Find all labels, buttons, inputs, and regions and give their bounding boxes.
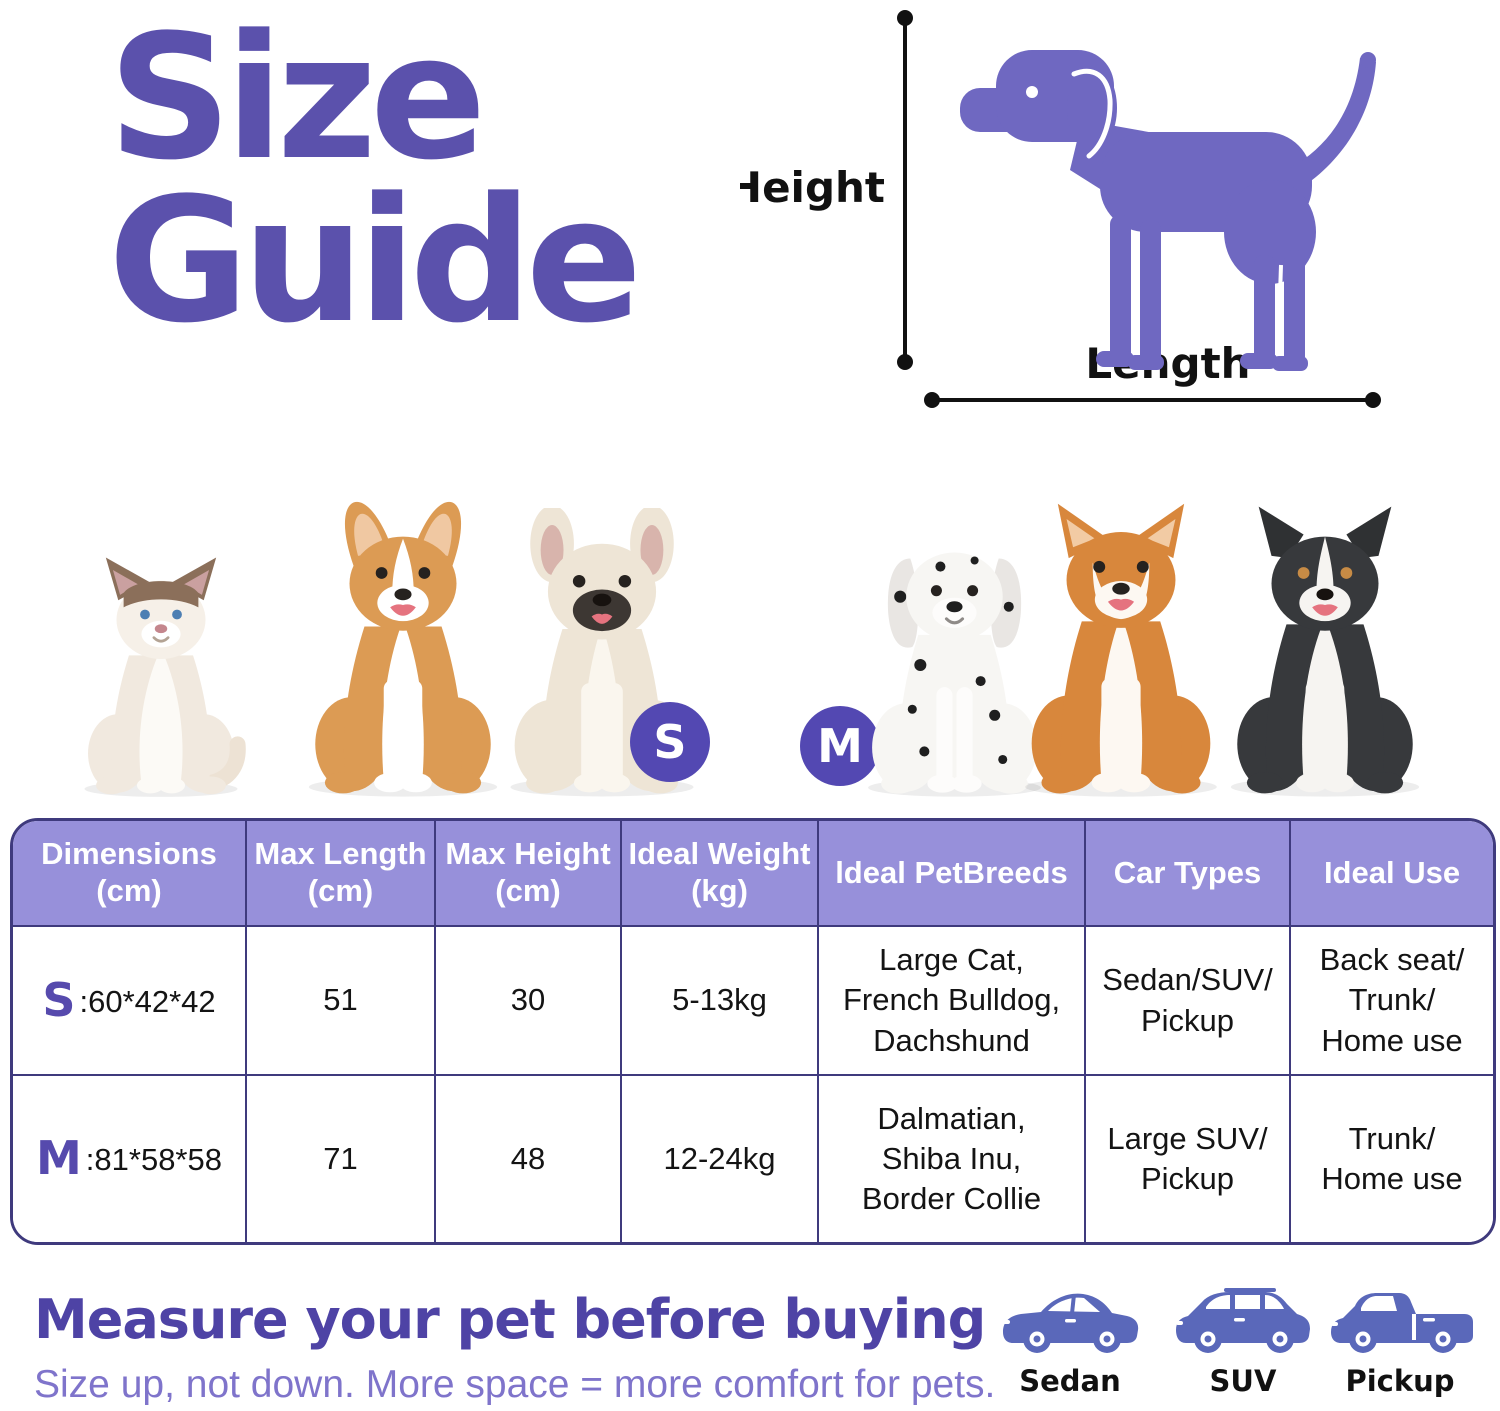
height-measure-line <box>897 10 913 370</box>
cell-s-use: Back seat/ Trunk/ Home use <box>1289 925 1493 1076</box>
table-header-row: Dimensions (cm) Max Length (cm) Max Heig… <box>13 821 1493 927</box>
page-title: Size Guide <box>108 0 642 362</box>
pet-photo-corgi <box>308 501 498 797</box>
pet-photo-ragdoll-cat <box>84 557 246 797</box>
pet-photo-dalmatian <box>868 552 1041 797</box>
dog-measure-svg: Height Length <box>727 10 1381 408</box>
sedan-icon <box>1003 1293 1139 1353</box>
length-measure-line <box>924 392 1381 408</box>
header-max-height: Max Height (cm) <box>434 821 622 927</box>
sedan-label: Sedan <box>1019 1364 1121 1398</box>
cell-s-weight: 5-13kg <box>620 925 819 1076</box>
suv-icon <box>1176 1288 1310 1353</box>
pickup-icon <box>1331 1293 1473 1353</box>
suv-label: SUV <box>1209 1364 1277 1398</box>
header-dimensions: Dimensions (cm) <box>13 821 247 927</box>
header-ideal-weight: Ideal Weight (kg) <box>620 821 819 927</box>
height-label: Height <box>740 163 885 212</box>
size-m-badge: M <box>800 706 880 786</box>
cell-m-max-height: 48 <box>434 1074 622 1242</box>
measurement-diagram: Height Length <box>727 0 1460 440</box>
size-s-dims: :60*42*42 <box>79 983 216 1019</box>
size-table: Dimensions (cm) Max Length (cm) Max Heig… <box>10 818 1496 1245</box>
header-max-length: Max Length (cm) <box>245 821 436 927</box>
footer-subtitle: Size up, not down. More space = more com… <box>34 1363 996 1406</box>
cell-s-max-height: 30 <box>434 925 622 1076</box>
table-row-size-m: M:81*58*58 71 48 12-24kg Dalmatian, Shib… <box>13 1074 1493 1242</box>
size-m-dims: :81*58*58 <box>85 1142 222 1178</box>
table-row-size-s: S:60*42*42 51 30 5-13kg Large Cat, Frenc… <box>13 925 1493 1076</box>
footer-heading: Measure your pet before buying <box>34 1288 986 1351</box>
size-s-badge-label: S <box>653 715 687 769</box>
size-m-letter: M <box>36 1131 82 1186</box>
dog-silhouette-icon <box>960 50 1376 371</box>
cell-m-weight: 12-24kg <box>620 1074 819 1242</box>
car-type-suv: SUV <box>1168 1280 1318 1398</box>
cell-m-breeds: Dalmatian, Shiba Inu, Border Collie <box>817 1074 1086 1242</box>
header-car-types: Car Types <box>1084 821 1291 927</box>
pickup-label: Pickup <box>1345 1364 1455 1398</box>
car-type-pickup: Pickup <box>1325 1280 1475 1398</box>
cell-s-cars: Sedan/SUV/ Pickup <box>1084 925 1291 1076</box>
size-s-letter: S <box>42 972 76 1027</box>
page-title-line2: Guide <box>108 160 642 362</box>
size-m-badge-label: M <box>817 719 863 773</box>
header-ideal-use: Ideal Use <box>1289 821 1493 927</box>
cell-m-cars: Large SUV/ Pickup <box>1084 1074 1291 1242</box>
pet-photo-shiba-inu <box>1025 503 1217 797</box>
cell-m-max-length: 71 <box>245 1074 436 1242</box>
size-s-badge: S <box>630 702 710 782</box>
car-type-sedan: Sedan <box>995 1280 1145 1398</box>
page-title-line1: Size <box>108 0 487 198</box>
cell-m-use: Trunk/ Home use <box>1289 1074 1493 1242</box>
header-ideal-pet-breeds: ldeal PetBreeds <box>817 821 1086 927</box>
cell-s-dimensions: S:60*42*42 <box>13 925 247 1076</box>
pet-photo-border-collie <box>1230 506 1420 797</box>
cell-s-max-length: 51 <box>245 925 436 1076</box>
cell-s-breeds: Large Cat, French Bulldog, Dachshund <box>817 925 1086 1076</box>
cell-m-dimensions: M:81*58*58 <box>13 1074 247 1242</box>
